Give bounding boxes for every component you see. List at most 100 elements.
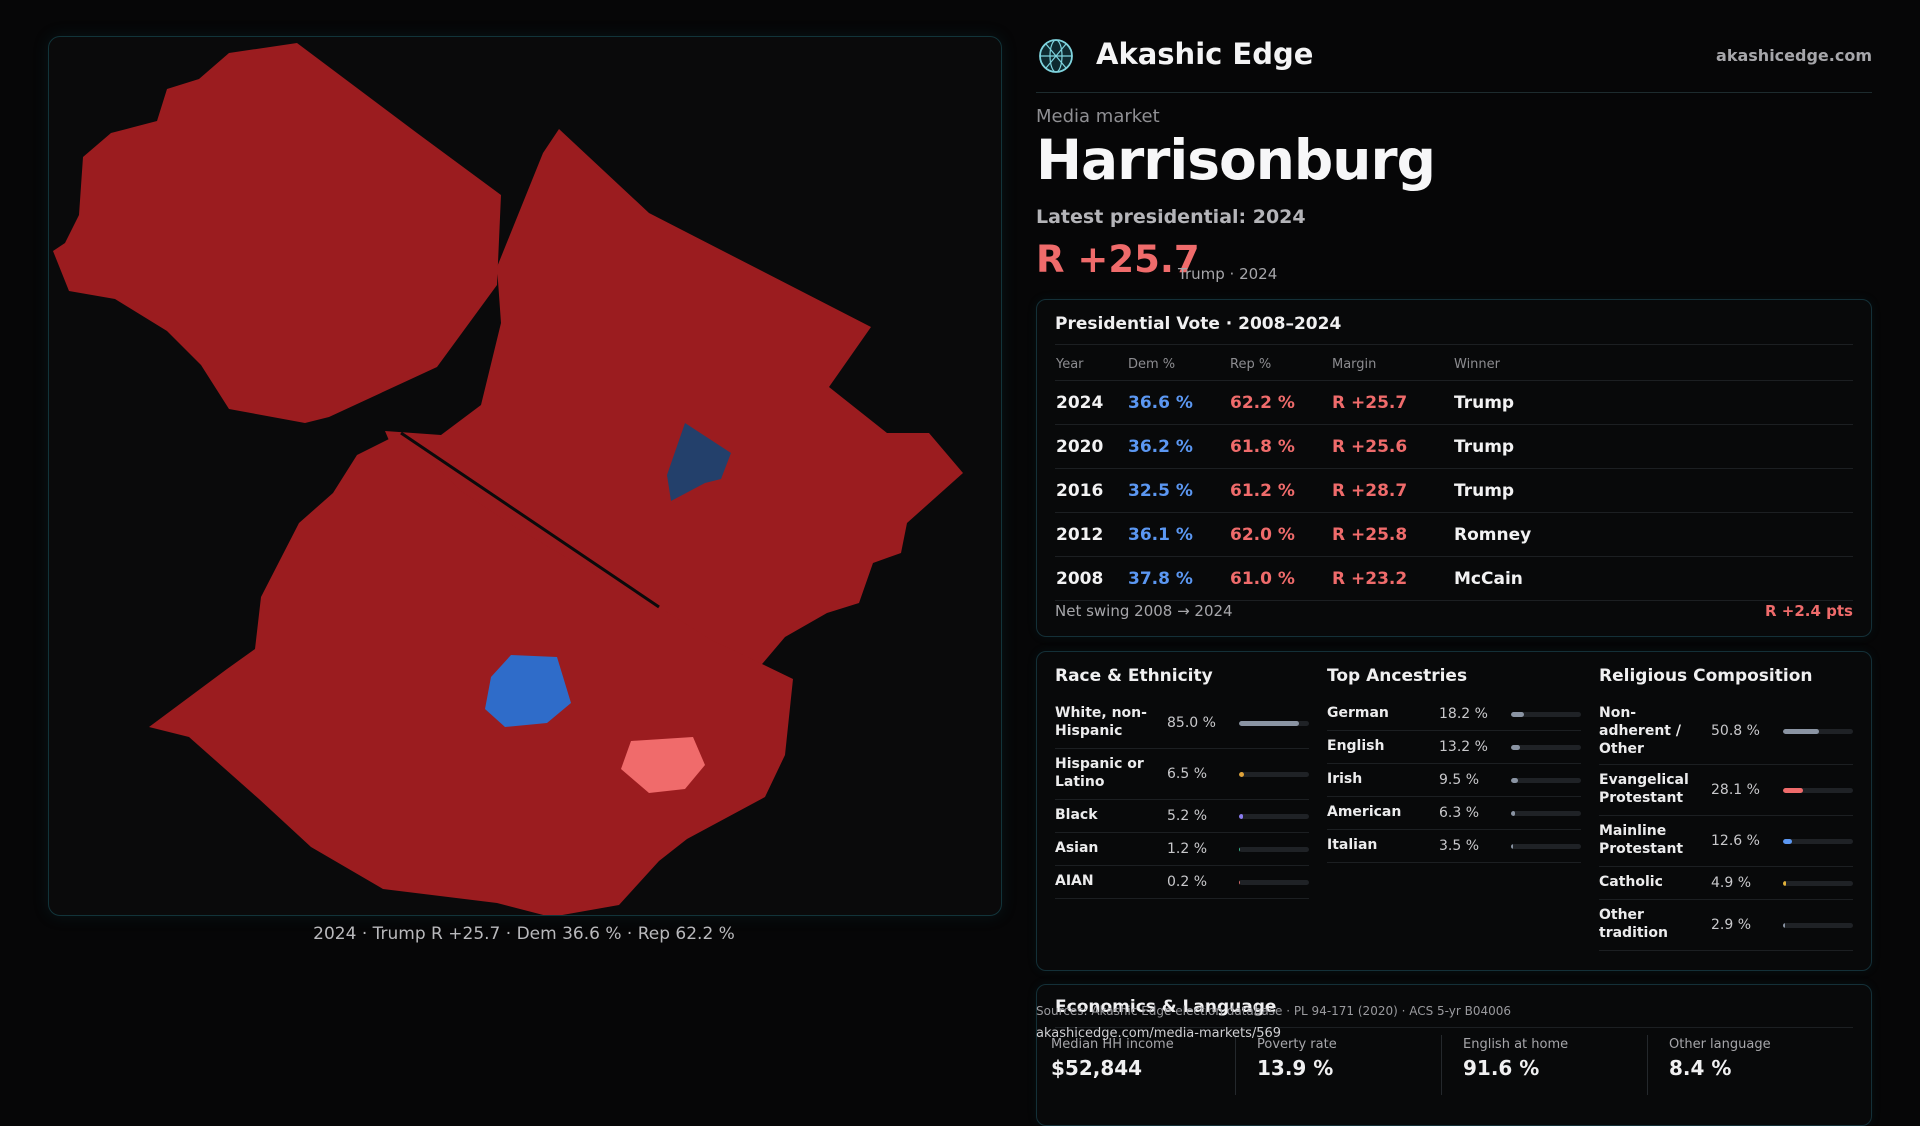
religion-panel: Religious Composition Non-adherent / Oth… xyxy=(1599,666,1853,951)
table-row[interactable]: 2012 36.1 % 62.0 % R +25.8 Romney xyxy=(1055,512,1853,557)
county-south[interactable] xyxy=(149,433,793,915)
row-value: 28.1 % xyxy=(1711,781,1760,798)
row-label: Hispanic or Latino xyxy=(1055,756,1144,790)
cell-rep: 61.0 % xyxy=(1229,556,1331,601)
row-bar-fill xyxy=(1511,711,1524,717)
stat-row: English 13.2 % xyxy=(1327,731,1581,764)
table-row[interactable]: 2024 36.6 % 62.2 % R +25.7 Trump xyxy=(1055,380,1853,425)
city-lean-dem[interactable] xyxy=(667,423,731,501)
cell-rep: 61.8 % xyxy=(1229,424,1331,469)
cell-margin: R +25.8 xyxy=(1331,512,1453,557)
row-bar-fill xyxy=(1511,777,1518,783)
permalink[interactable]: akashicedge.com/media-markets/569 xyxy=(1036,1026,1282,1041)
row-bar xyxy=(1239,813,1309,819)
cell-margin: R +23.2 xyxy=(1331,556,1453,601)
card-title: Race & Ethnicity xyxy=(1055,666,1213,686)
county-border-line xyxy=(400,431,660,609)
map-caption: 2024 · Trump R +25.7 · Dem 36.6 % · Rep … xyxy=(313,924,735,944)
table-row[interactable]: 2008 37.8 % 61.0 % R +23.2 McCain xyxy=(1055,556,1853,601)
row-label: Non-adherent / Other xyxy=(1599,705,1681,757)
row-bar xyxy=(1239,771,1309,777)
row-value: 85.0 % xyxy=(1167,714,1216,731)
county-north[interactable] xyxy=(53,43,501,423)
col-header-winner: Winner xyxy=(1453,348,1853,381)
row-value: 18.2 % xyxy=(1439,705,1488,722)
presidential-vote-table: Year Dem % Rep % Margin Winner 2024 36.6… xyxy=(1055,348,1853,601)
cell-winner: Trump xyxy=(1453,468,1853,513)
brand-name[interactable]: Akashic Edge xyxy=(1096,37,1314,71)
row-label: Black xyxy=(1055,807,1098,823)
stat-poverty-rate: Poverty rate 13.9 % xyxy=(1243,1029,1433,1080)
stat-row: Other tradition 2.9 % xyxy=(1599,900,1853,951)
stat-row: Evangelical Protestant 28.1 % xyxy=(1599,765,1853,816)
stat-row: Italian 3.5 % xyxy=(1327,830,1581,863)
cell-dem: 36.2 % xyxy=(1127,424,1229,469)
demographics-card: Race & Ethnicity White, non-Hispanic 85.0… xyxy=(1036,651,1872,971)
table-row[interactable]: 2020 36.2 % 61.8 % R +25.6 Trump xyxy=(1055,424,1853,469)
row-bar xyxy=(1783,728,1853,734)
row-bar xyxy=(1511,744,1581,750)
sources-note: Sources: Akashic Edge election database … xyxy=(1036,1004,1512,1018)
stat-row: Non-adherent / Other 50.8 % xyxy=(1599,698,1853,765)
row-label: Other tradition xyxy=(1599,907,1668,941)
row-value: 1.2 % xyxy=(1167,840,1208,857)
row-value: 2.9 % xyxy=(1711,916,1752,933)
city-strong-dem[interactable] xyxy=(485,655,571,727)
stat-divider xyxy=(1441,1035,1442,1095)
cell-winner: Romney xyxy=(1453,512,1853,557)
county-map-svg xyxy=(53,43,963,915)
cell-rep: 61.2 % xyxy=(1229,468,1331,513)
row-bar-fill xyxy=(1511,744,1521,750)
page-title: Harrisonburg xyxy=(1036,128,1436,192)
row-value: 4.9 % xyxy=(1711,874,1752,891)
cell-year: 2024 xyxy=(1055,380,1127,425)
latest-margin: R +25.7 xyxy=(1036,238,1200,281)
race-ethnicity-panel: Race & Ethnicity White, non-Hispanic 85.0… xyxy=(1055,666,1309,899)
table-row[interactable]: 2016 32.5 % 61.2 % R +28.7 Trump xyxy=(1055,468,1853,513)
row-bar xyxy=(1511,810,1581,816)
stat-other-language: Other language 8.4 % xyxy=(1655,1029,1845,1080)
market-map[interactable] xyxy=(48,36,1002,916)
col-header-rep: Rep % xyxy=(1229,348,1331,381)
brand-url-link[interactable]: akashicedge.com xyxy=(1716,46,1872,65)
row-value: 0.2 % xyxy=(1167,873,1208,890)
row-value: 12.6 % xyxy=(1711,832,1760,849)
row-value: 3.5 % xyxy=(1439,837,1480,854)
cell-dem: 37.8 % xyxy=(1127,556,1229,601)
stat-row: Catholic 4.9 % xyxy=(1599,867,1853,900)
row-bar xyxy=(1783,922,1853,928)
stat-row: AIAN 0.2 % xyxy=(1055,866,1309,899)
row-bar-fill xyxy=(1783,728,1819,734)
cell-rep: 62.2 % xyxy=(1229,380,1331,425)
ancestry-panel: Top Ancestries German 18.2 % English 13.2 %… xyxy=(1327,666,1581,863)
cell-rep: 62.0 % xyxy=(1229,512,1331,557)
net-swing-label: Net swing 2008 → 2024 xyxy=(1055,602,1233,620)
net-swing-value: R +2.4 pts xyxy=(1765,602,1853,620)
row-label: English xyxy=(1327,738,1385,754)
row-bar-fill xyxy=(1783,922,1786,928)
row-bar-fill xyxy=(1239,720,1299,726)
row-bar-fill xyxy=(1239,846,1241,852)
cell-winner: McCain xyxy=(1453,556,1853,601)
header-divider xyxy=(1036,92,1872,93)
stat-value: 91.6 % xyxy=(1463,1056,1540,1080)
stat-label: Median HH income xyxy=(1051,1037,1174,1052)
col-header-margin: Margin xyxy=(1331,348,1453,381)
stat-row: American 6.3 % xyxy=(1327,797,1581,830)
row-bar xyxy=(1783,880,1853,886)
row-value: 5.2 % xyxy=(1167,807,1208,824)
religion-list: Non-adherent / Other 50.8 % Evangelical Pr… xyxy=(1599,698,1853,951)
row-label: Evangelical Protestant xyxy=(1599,772,1689,806)
row-bar-fill xyxy=(1239,879,1241,885)
row-label: American xyxy=(1327,804,1402,820)
cell-year: 2016 xyxy=(1055,468,1127,513)
card-title: Economics & Language xyxy=(1055,997,1277,1017)
row-bar xyxy=(1511,777,1581,783)
stat-divider xyxy=(1235,1035,1236,1095)
row-bar xyxy=(1783,838,1853,844)
cell-dem: 36.1 % xyxy=(1127,512,1229,557)
stat-row: Mainline Protestant 12.6 % xyxy=(1599,816,1853,867)
row-value: 50.8 % xyxy=(1711,722,1760,739)
atom-globe-icon[interactable] xyxy=(1038,38,1074,74)
city-lean-rep[interactable] xyxy=(621,737,705,793)
